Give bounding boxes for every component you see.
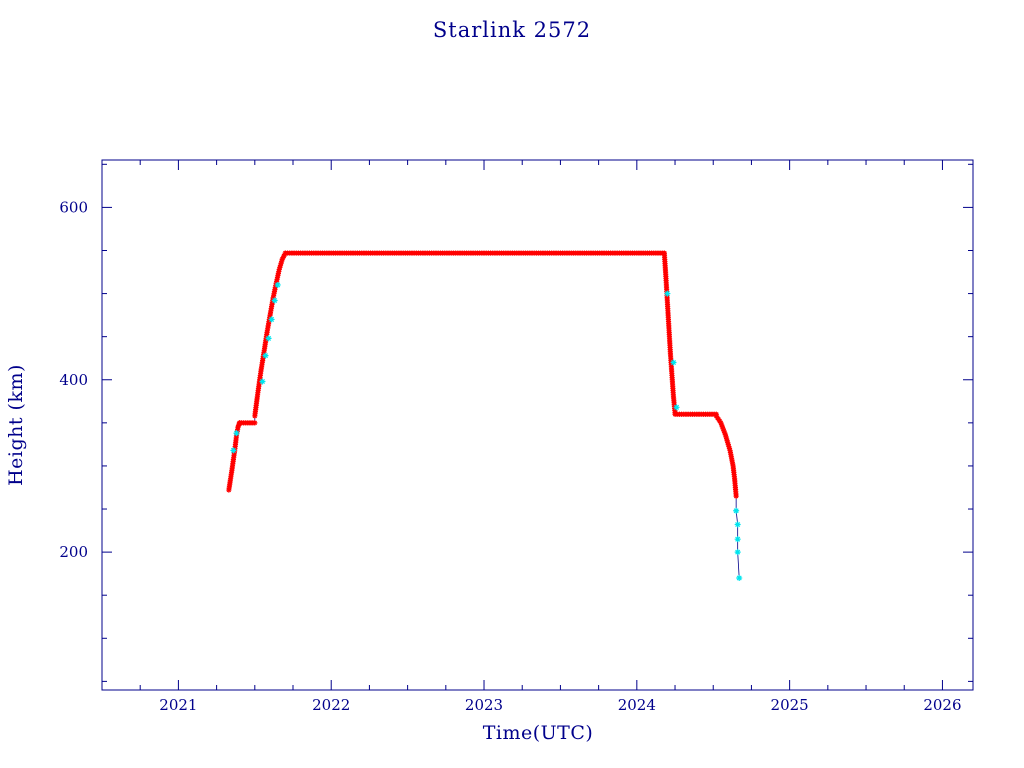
data-point: [734, 521, 741, 528]
x-tick-label: 2026: [923, 696, 961, 714]
data-point: [276, 266, 282, 273]
data-point: [664, 290, 671, 297]
data-point: [277, 262, 284, 268]
data-point: [262, 352, 269, 359]
data-point: [673, 404, 680, 411]
data-point: [277, 264, 283, 270]
data-point: [718, 420, 724, 426]
data-point: [233, 430, 240, 437]
data-point: [734, 549, 741, 556]
data-point: [278, 260, 284, 266]
data-point: [733, 507, 740, 514]
y-tick-label: 200: [59, 543, 88, 561]
data-point: [268, 316, 275, 323]
data-point: [719, 424, 725, 430]
data-point: [279, 258, 285, 264]
y-axis-label: Height (km): [5, 364, 27, 486]
y-tick-label: 600: [59, 198, 88, 216]
plot-area: [226, 250, 743, 581]
data-point: [252, 420, 258, 426]
data-point: [271, 297, 278, 304]
y-axis: 200 400 600: [59, 163, 973, 682]
x-tick-label: 2023: [465, 696, 503, 714]
x-axis-label: Time(UTC): [483, 722, 594, 744]
data-point: [733, 493, 739, 499]
data-point: [274, 281, 281, 288]
x-tick-label: 2022: [312, 696, 350, 714]
x-tick-label: 2025: [771, 696, 809, 714]
data-point: [736, 574, 743, 581]
data-point: [719, 422, 725, 428]
x-tick-label: 2021: [159, 696, 197, 714]
chart-title: Starlink 2572: [433, 18, 591, 42]
data-point: [721, 428, 727, 434]
y-tick-label: 400: [59, 371, 88, 389]
data-point: [720, 426, 726, 432]
data-point: [259, 378, 266, 385]
x-axis: 2021 2022 2023 2024 2025 2026: [101, 160, 962, 714]
plot-frame: [101, 159, 974, 691]
data-point: [230, 447, 237, 454]
x-tick-label: 2024: [618, 696, 656, 714]
data-point: [734, 536, 741, 543]
data-point: [722, 430, 728, 436]
data-point: [265, 335, 272, 342]
data-point: [670, 359, 677, 366]
